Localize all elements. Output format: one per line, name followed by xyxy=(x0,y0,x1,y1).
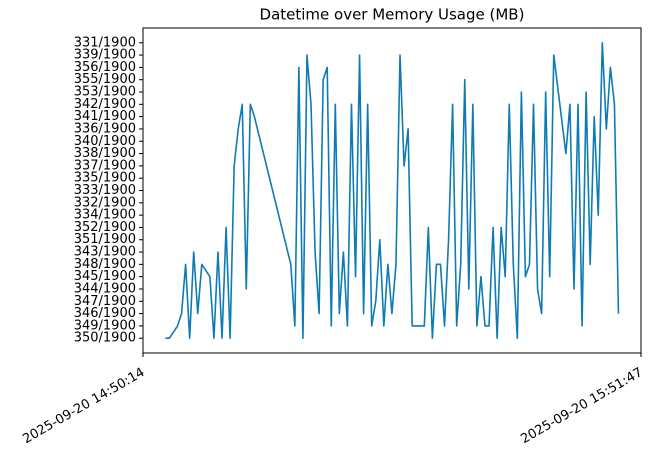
y-tick-label: 352/1900 xyxy=(74,220,136,235)
y-tick-label: 331/1900 xyxy=(74,35,136,50)
y-tick-label: 351/1900 xyxy=(74,232,136,247)
y-tick-label: 344/1900 xyxy=(74,281,136,296)
y-tick-label: 349/1900 xyxy=(74,318,136,333)
y-tick-label: 345/1900 xyxy=(74,269,136,284)
y-tick-label: 346/1900 xyxy=(74,306,136,321)
y-tick-label: 347/1900 xyxy=(74,294,136,309)
y-tick-label: 333/1900 xyxy=(74,183,136,198)
y-tick-label: 332/1900 xyxy=(74,195,136,210)
y-tick-label: 355/1900 xyxy=(74,72,136,87)
y-tick-label: 341/1900 xyxy=(74,109,136,124)
y-tick-label: 334/1900 xyxy=(74,208,136,223)
y-tick-label: 340/1900 xyxy=(74,134,136,149)
y-tick-label: 350/1900 xyxy=(74,331,136,346)
y-tick-label: 342/1900 xyxy=(74,97,136,112)
y-tick-label: 348/1900 xyxy=(74,257,136,272)
y-tick-label: 336/1900 xyxy=(74,121,136,136)
y-tick-label: 353/1900 xyxy=(74,85,136,100)
data-line xyxy=(165,41,620,340)
y-tick-label: 335/1900 xyxy=(74,171,136,186)
y-tick-label: 343/1900 xyxy=(74,245,136,260)
y-tick-label: 356/1900 xyxy=(74,60,136,75)
y-tick-label: 338/1900 xyxy=(74,146,136,161)
chart-title: Datetime over Memory Usage (MB) xyxy=(260,6,525,24)
y-tick-label: 339/1900 xyxy=(74,48,136,63)
y-tick-label: 337/1900 xyxy=(74,158,136,173)
